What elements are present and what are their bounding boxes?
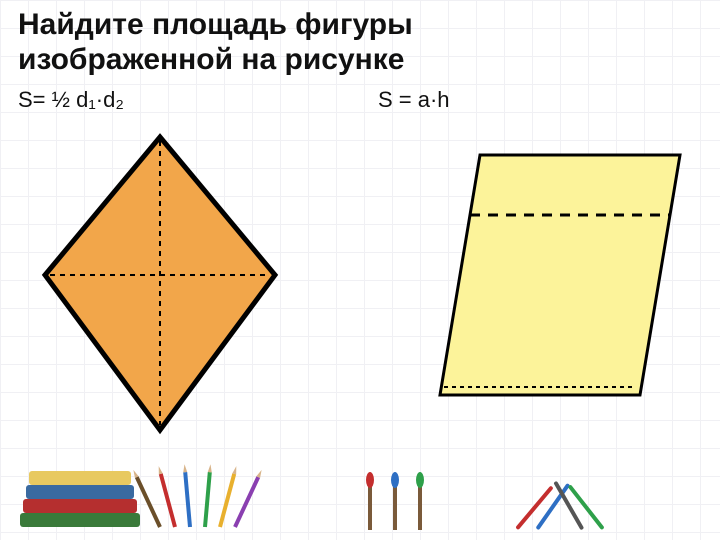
book-spine [26,485,134,499]
pen [568,484,605,530]
pencil [183,464,192,527]
title-line-1: Найдите площадь фигуры [18,8,413,41]
pen [515,485,553,530]
brush [416,472,424,530]
books-stack [20,471,140,527]
brush [391,472,399,530]
pencil [157,466,177,528]
title-line-2: изображенной на рисунке [18,43,404,76]
formula-row: S= ½ d₁·d₂ S = a·h [18,87,702,113]
brushes-group [366,472,424,530]
pencils-fan [132,464,264,528]
shapes-canvas [0,125,720,455]
pencil [218,466,238,528]
brush [366,472,374,530]
parallelogram-shape [440,155,680,395]
book-spine [20,513,140,527]
pen [535,483,570,530]
pencil [203,464,212,527]
pens-crossed [515,481,604,531]
book-spine [23,499,137,513]
slide-content: Найдите площадь фигуры изображенной на р… [0,0,720,121]
slide-title: Найдите площадь фигуры изображенной на р… [18,8,702,77]
bottom-decoration [0,435,720,540]
formula-parallelogram: S = a·h [348,87,450,113]
formula-rhombus: S= ½ d₁·d₂ [18,87,348,113]
book-spine [29,471,131,485]
pencil [233,469,263,528]
